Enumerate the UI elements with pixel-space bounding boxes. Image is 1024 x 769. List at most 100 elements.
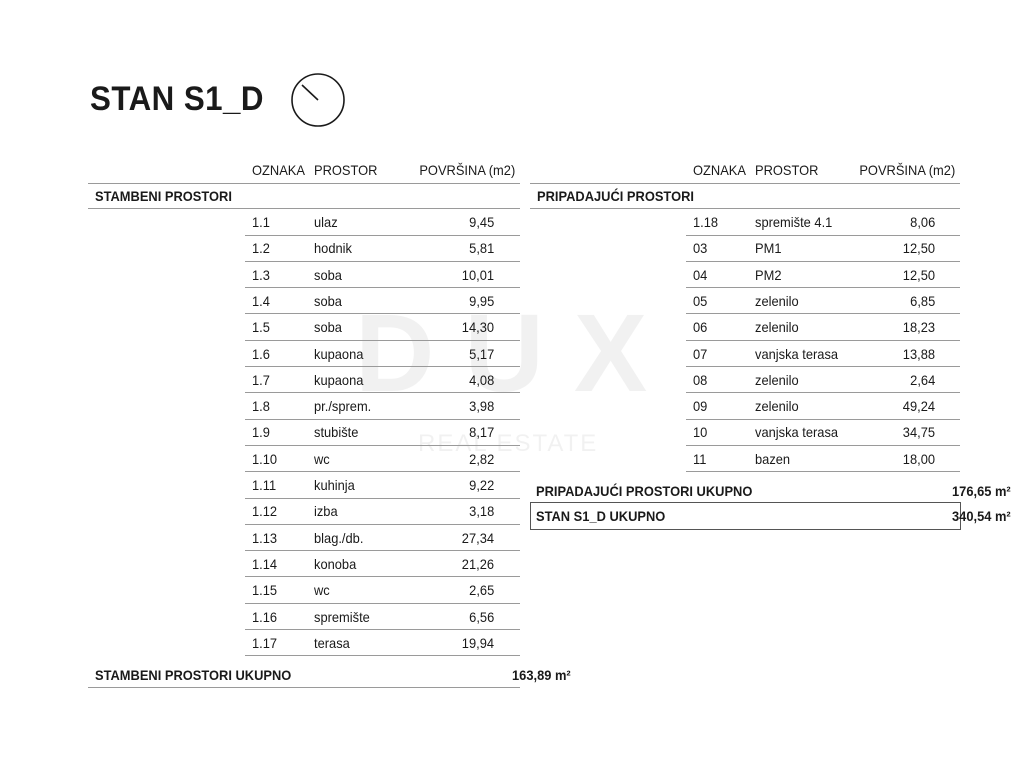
right-row-area: 18,23 — [902, 319, 935, 336]
left-row-area: 3,98 — [468, 398, 494, 415]
left-row-room: wc — [314, 450, 330, 467]
right-row-code: 03 — [693, 240, 708, 257]
left-row-area: 9,45 — [468, 214, 494, 230]
left-section-divider — [88, 208, 520, 209]
right-row-area: 12,50 — [902, 266, 935, 283]
left-row-area: 5,17 — [468, 345, 494, 362]
right-row-divider — [686, 366, 960, 367]
left-row-code: 1.9 — [252, 424, 270, 441]
left-row-divider — [245, 339, 520, 341]
left-row-room: ulaz — [314, 214, 338, 230]
left-row-room: wc — [314, 582, 330, 599]
right-row-code: 09 — [693, 398, 708, 415]
right-row-room: zelenilo — [755, 292, 799, 309]
right-row-divider — [686, 392, 960, 394]
left-row-code: 1.10 — [252, 450, 278, 467]
right-row-room: spremište 4.1 — [755, 214, 833, 230]
right-row-code: 11 — [693, 450, 707, 467]
left-row-code: 1.13 — [252, 529, 278, 546]
left-row-divider — [245, 313, 520, 315]
left-row-room: izba — [314, 503, 338, 520]
left-row-divider — [245, 655, 520, 657]
left-row-area: 2,82 — [468, 450, 494, 467]
left-row-room: soba — [314, 319, 342, 336]
right-row-divider — [686, 260, 960, 262]
left-row-area: 6,56 — [468, 608, 494, 625]
grand-total-value: 340,54 m² — [952, 508, 1011, 524]
left-row-divider — [245, 550, 520, 552]
left-row-code: 1.14 — [252, 555, 278, 572]
right-header-divider — [530, 183, 960, 184]
left-header-code: OZNAKA — [252, 162, 305, 178]
right-row-room: bazen — [755, 450, 791, 467]
left-row-divider — [245, 629, 520, 630]
left-row-area: 4,08 — [468, 371, 494, 388]
right-row-code: 1.18 — [693, 214, 719, 230]
right-row-room: zelenilo — [755, 319, 799, 336]
right-row-divider — [686, 444, 960, 446]
right-row-area: 8,06 — [909, 214, 935, 230]
right-row-code: 07 — [693, 345, 708, 362]
left-row-code: 1.17 — [252, 634, 278, 651]
right-row-room: vanjska terasa — [755, 424, 839, 441]
right-row-room: zelenilo — [755, 371, 799, 388]
left-row-divider — [245, 418, 520, 420]
left-row-divider — [245, 576, 520, 578]
right-header-code: OZNAKA — [693, 162, 746, 178]
left-row-area: 14,30 — [461, 319, 494, 336]
left-total-divider — [88, 687, 520, 689]
right-total-value: 176,65 m² — [952, 483, 1011, 499]
right-row-room: PM1 — [755, 240, 782, 257]
left-row-room: kupaona — [314, 345, 364, 362]
right-row-room: vanjska terasa — [755, 345, 839, 362]
left-row-code: 1.2 — [252, 240, 270, 257]
right-section-title: PRIPADAJUĆI PROSTORI — [537, 188, 694, 204]
left-header-room: PROSTOR — [314, 162, 378, 178]
right-header-room: PROSTOR — [755, 162, 819, 178]
left-row-area: 2,65 — [468, 582, 494, 599]
left-row-divider — [245, 602, 520, 604]
left-row-area: 3,18 — [468, 503, 494, 520]
grand-total-box — [530, 502, 961, 530]
left-row-code: 1.5 — [252, 319, 270, 336]
right-row-area: 6,85 — [909, 292, 935, 309]
right-row-area: 18,00 — [902, 450, 935, 467]
right-header-area: POVRŠINA (m2) — [859, 162, 955, 178]
right-row-divider — [686, 234, 960, 236]
right-row-area: 34,75 — [902, 424, 935, 441]
left-row-area: 8,17 — [468, 424, 494, 441]
left-row-room: kupaona — [314, 371, 364, 388]
left-row-divider — [245, 471, 520, 473]
right-row-code: 08 — [693, 371, 708, 388]
left-row-code: 1.4 — [252, 292, 270, 309]
left-header-area: POVRŠINA (m2) — [419, 162, 515, 178]
left-total-value: 163,89 m² — [512, 667, 571, 684]
right-row-area: 13,88 — [902, 345, 935, 362]
left-row-divider — [245, 497, 520, 499]
right-row-code: 05 — [693, 292, 708, 309]
left-row-area: 9,22 — [468, 477, 494, 493]
right-row-divider — [686, 313, 960, 315]
left-row-room: soba — [314, 266, 342, 283]
left-row-room: soba — [314, 292, 342, 309]
left-row-code: 1.3 — [252, 266, 270, 283]
left-row-room: blag./db. — [314, 529, 364, 546]
right-row-divider — [686, 287, 960, 289]
right-row-code: 04 — [693, 266, 708, 283]
left-row-code: 1.11 — [252, 477, 277, 493]
left-row-code: 1.7 — [252, 371, 270, 388]
left-row-room: terasa — [314, 634, 350, 651]
left-row-area: 9,95 — [468, 292, 494, 309]
watermark-logo: DUX — [355, 292, 678, 415]
grand-total-label: STAN S1_D UKUPNO — [536, 508, 666, 524]
right-section-divider — [530, 208, 960, 209]
left-row-divider — [245, 366, 520, 367]
left-header-divider — [88, 183, 520, 184]
right-row-divider — [686, 418, 960, 420]
left-row-area: 10,01 — [461, 266, 494, 283]
right-row-divider — [686, 339, 960, 341]
left-row-divider — [245, 444, 520, 446]
left-row-room: pr./sprem. — [314, 398, 372, 415]
left-row-code: 1.8 — [252, 398, 270, 415]
left-row-code: 1.15 — [252, 582, 278, 599]
